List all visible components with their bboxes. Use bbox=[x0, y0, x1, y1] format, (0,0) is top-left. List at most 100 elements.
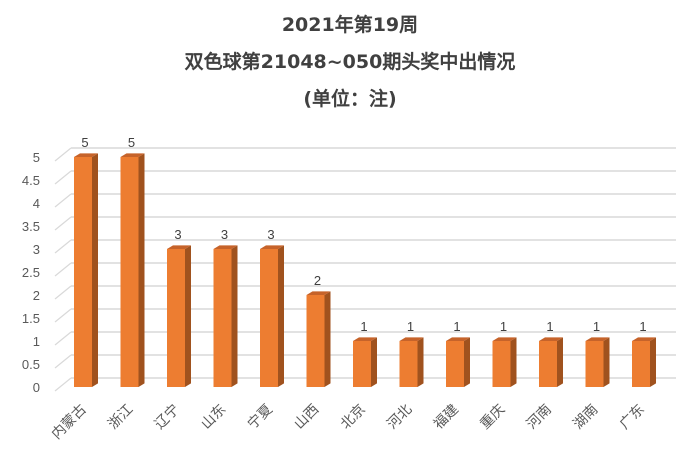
gridline-diagonal bbox=[54, 331, 72, 346]
bar: 5 bbox=[120, 135, 145, 387]
bar-side bbox=[278, 245, 284, 387]
data-label: 1 bbox=[593, 319, 600, 334]
data-label: 5 bbox=[81, 135, 88, 150]
bar-front bbox=[353, 341, 371, 387]
bar-side bbox=[464, 337, 470, 387]
y-tick-label: 4.5 bbox=[22, 173, 40, 188]
bar-side bbox=[650, 337, 656, 387]
y-tick-label: 3.5 bbox=[22, 219, 40, 234]
bar: 1 bbox=[446, 319, 470, 387]
bar-side bbox=[510, 337, 517, 387]
bar-front bbox=[260, 249, 278, 387]
data-label: 2 bbox=[314, 273, 321, 288]
bar-top bbox=[213, 245, 238, 249]
gridline-diagonal bbox=[54, 216, 72, 231]
bar-front bbox=[632, 341, 650, 387]
y-tick-label: 1 bbox=[33, 334, 40, 349]
bar-front bbox=[585, 341, 604, 387]
data-label: 1 bbox=[360, 319, 367, 334]
bar-top bbox=[632, 337, 656, 341]
bar-side bbox=[185, 245, 191, 387]
bar: 2 bbox=[306, 273, 331, 387]
bar: 3 bbox=[260, 227, 284, 387]
bar-side bbox=[138, 153, 145, 387]
x-axis: 内蒙古 浙江 辽宁 山东 宁夏 山西 北京 河北 福建 重庆 河南 湖南 广东 bbox=[49, 401, 648, 443]
x-category-label: 山西 bbox=[291, 402, 322, 433]
bar-top bbox=[585, 337, 610, 341]
x-category-label: 湖南 bbox=[570, 402, 601, 433]
y-tick-label: 0 bbox=[33, 380, 40, 395]
gridline-diagonal bbox=[54, 239, 72, 254]
bar-top bbox=[446, 337, 470, 341]
bar: 1 bbox=[353, 319, 377, 387]
bar-top bbox=[306, 291, 331, 295]
bar-side bbox=[557, 337, 563, 387]
data-label: 3 bbox=[221, 227, 228, 242]
chart-subtitle: 双色球第21048~050期头奖中出情况 bbox=[184, 51, 516, 73]
gridline-diagonal bbox=[54, 147, 72, 162]
bar-side bbox=[324, 291, 331, 387]
gridline-diagonal bbox=[54, 308, 72, 323]
gridline-diagonal bbox=[54, 193, 72, 208]
bar-top bbox=[260, 245, 284, 249]
x-category-label: 福建 bbox=[431, 402, 462, 433]
bar-side bbox=[603, 337, 610, 387]
data-label: 1 bbox=[639, 319, 646, 334]
y-tick-label: 3 bbox=[33, 242, 40, 257]
chart-title: 2021年第19周 bbox=[281, 14, 419, 36]
gridline-diagonal bbox=[54, 377, 72, 392]
x-category-label: 内蒙古 bbox=[49, 402, 90, 443]
bar: 1 bbox=[585, 319, 610, 387]
gridline-diagonal bbox=[54, 170, 72, 185]
x-category-label: 辽宁 bbox=[151, 401, 183, 433]
bars: 5 5 3 3 3 2 1 1 1 1 1 1 1 bbox=[74, 135, 656, 387]
y-tick-label: 0.5 bbox=[22, 357, 40, 372]
bar-front bbox=[213, 249, 232, 387]
bar-front bbox=[399, 341, 418, 387]
bar-top bbox=[353, 337, 377, 341]
gridline-diagonal bbox=[54, 262, 72, 277]
bar: 3 bbox=[167, 227, 191, 387]
data-label: 5 bbox=[128, 135, 135, 150]
y-tick-label: 2.5 bbox=[22, 265, 40, 280]
bar-top bbox=[492, 337, 517, 341]
x-category-label: 重庆 bbox=[477, 402, 508, 433]
x-category-label: 山东 bbox=[198, 402, 229, 433]
bar-front bbox=[539, 341, 557, 387]
y-tick-label: 5 bbox=[33, 150, 40, 165]
data-label: 3 bbox=[174, 227, 181, 242]
bar: 5 bbox=[74, 135, 98, 387]
bar-top bbox=[539, 337, 563, 341]
x-category-label: 广东 bbox=[617, 402, 648, 433]
bar: 3 bbox=[213, 227, 238, 387]
bar-front bbox=[120, 157, 139, 387]
bar-top bbox=[74, 153, 98, 157]
bar-side bbox=[231, 245, 238, 387]
gridline-diagonal bbox=[54, 354, 72, 369]
data-label: 1 bbox=[453, 319, 460, 334]
bar-front bbox=[167, 249, 185, 387]
data-label: 1 bbox=[500, 319, 507, 334]
x-category-label: 浙江 bbox=[105, 402, 136, 433]
data-label: 1 bbox=[407, 319, 414, 334]
x-category-label: 河南 bbox=[524, 402, 555, 433]
y-axis: 0 0.5 1 1.5 2 2.5 3 3.5 4 4.5 5 bbox=[22, 150, 40, 395]
x-category-label: 河北 bbox=[384, 402, 415, 433]
bar: 1 bbox=[632, 319, 656, 387]
data-label: 3 bbox=[267, 227, 274, 242]
bar-side bbox=[417, 337, 424, 387]
gridline-diagonal bbox=[54, 285, 72, 300]
bar-side bbox=[371, 337, 377, 387]
bar-top bbox=[399, 337, 424, 341]
bar: 1 bbox=[539, 319, 563, 387]
bar: 1 bbox=[399, 319, 424, 387]
y-tick-label: 2 bbox=[33, 288, 40, 303]
bar-front bbox=[446, 341, 464, 387]
bar-front bbox=[74, 157, 92, 387]
bar-top bbox=[167, 245, 191, 249]
bar: 1 bbox=[492, 319, 517, 387]
bar-side bbox=[92, 153, 98, 387]
bar-front bbox=[492, 341, 511, 387]
bar-top bbox=[120, 153, 145, 157]
